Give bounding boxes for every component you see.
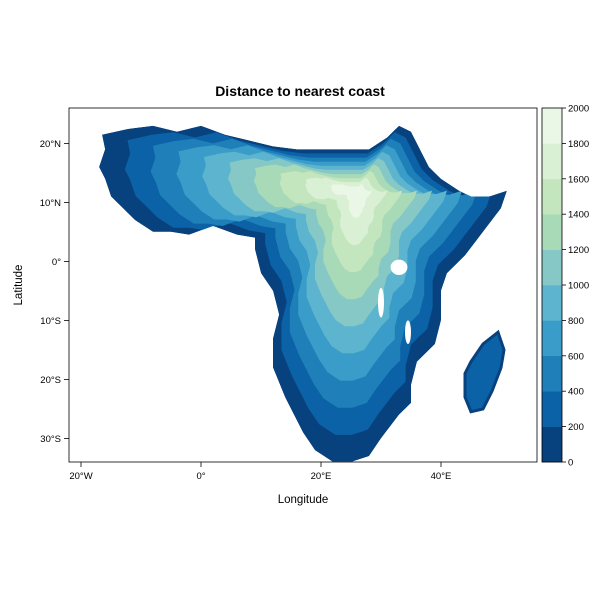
- x-tick-label: 40°E: [431, 471, 452, 482]
- distance-band: [331, 184, 372, 218]
- x-axis: 20°W 0° 20°E 40°E: [69, 462, 451, 482]
- x-tick-label: 0°: [196, 471, 205, 482]
- x-axis-label: Longitude: [278, 494, 329, 506]
- madagascar-shape: [463, 329, 506, 414]
- colorbar: 0 200 400 600 800 1000 1200 1400 1600 18…: [541, 104, 589, 469]
- y-tick-label: 10°N: [40, 198, 61, 209]
- colorbar-swatch: [542, 143, 562, 180]
- y-axis: 20°N 10°N 0° 10°S 20°S 30°S: [40, 139, 69, 445]
- colorbar-tick-label: 800: [568, 316, 584, 327]
- distance-raster: [99, 125, 507, 462]
- colorbar-tick-label: 200: [568, 422, 584, 433]
- y-tick-label: 30°S: [40, 434, 61, 445]
- colorbar-swatch: [542, 355, 562, 392]
- x-tick-label: 20°E: [311, 471, 332, 482]
- y-tick-label: 20°N: [40, 139, 61, 150]
- colorbar-swatch: [542, 426, 562, 463]
- x-tick-label: 20°W: [69, 471, 92, 482]
- colorbar-tick-label: 400: [568, 387, 584, 398]
- lake: [378, 287, 384, 318]
- colorbar-swatch: [542, 249, 562, 286]
- colorbar-swatch: [542, 285, 562, 321]
- colorbar-tick-label: 1200: [568, 245, 589, 256]
- colorbar-tick-label: 1000: [568, 281, 589, 292]
- chart-title: Distance to nearest coast: [215, 83, 385, 99]
- colorbar-tick-label: 1600: [568, 174, 589, 185]
- colorbar-swatch: [542, 320, 562, 357]
- y-tick-label: 10°S: [40, 316, 61, 327]
- y-axis-label: Latitude: [13, 265, 25, 306]
- colorbar-swatch: [542, 178, 562, 215]
- lake: [405, 320, 411, 345]
- colorbar-swatch: [542, 214, 562, 250]
- colorbar-swatch: [542, 108, 562, 144]
- colorbar-tick-label: 0: [568, 458, 573, 469]
- colorbar-tick-label: 2000: [568, 104, 589, 115]
- colorbar-tick-label: 1400: [568, 210, 589, 221]
- colorbar-tick-label: 1800: [568, 139, 589, 150]
- colorbar-swatch: [542, 391, 562, 427]
- colorbar-tick-label: 600: [568, 351, 584, 362]
- y-tick-label: 20°S: [40, 375, 61, 386]
- y-tick-label: 0°: [52, 257, 61, 268]
- lake: [390, 259, 408, 275]
